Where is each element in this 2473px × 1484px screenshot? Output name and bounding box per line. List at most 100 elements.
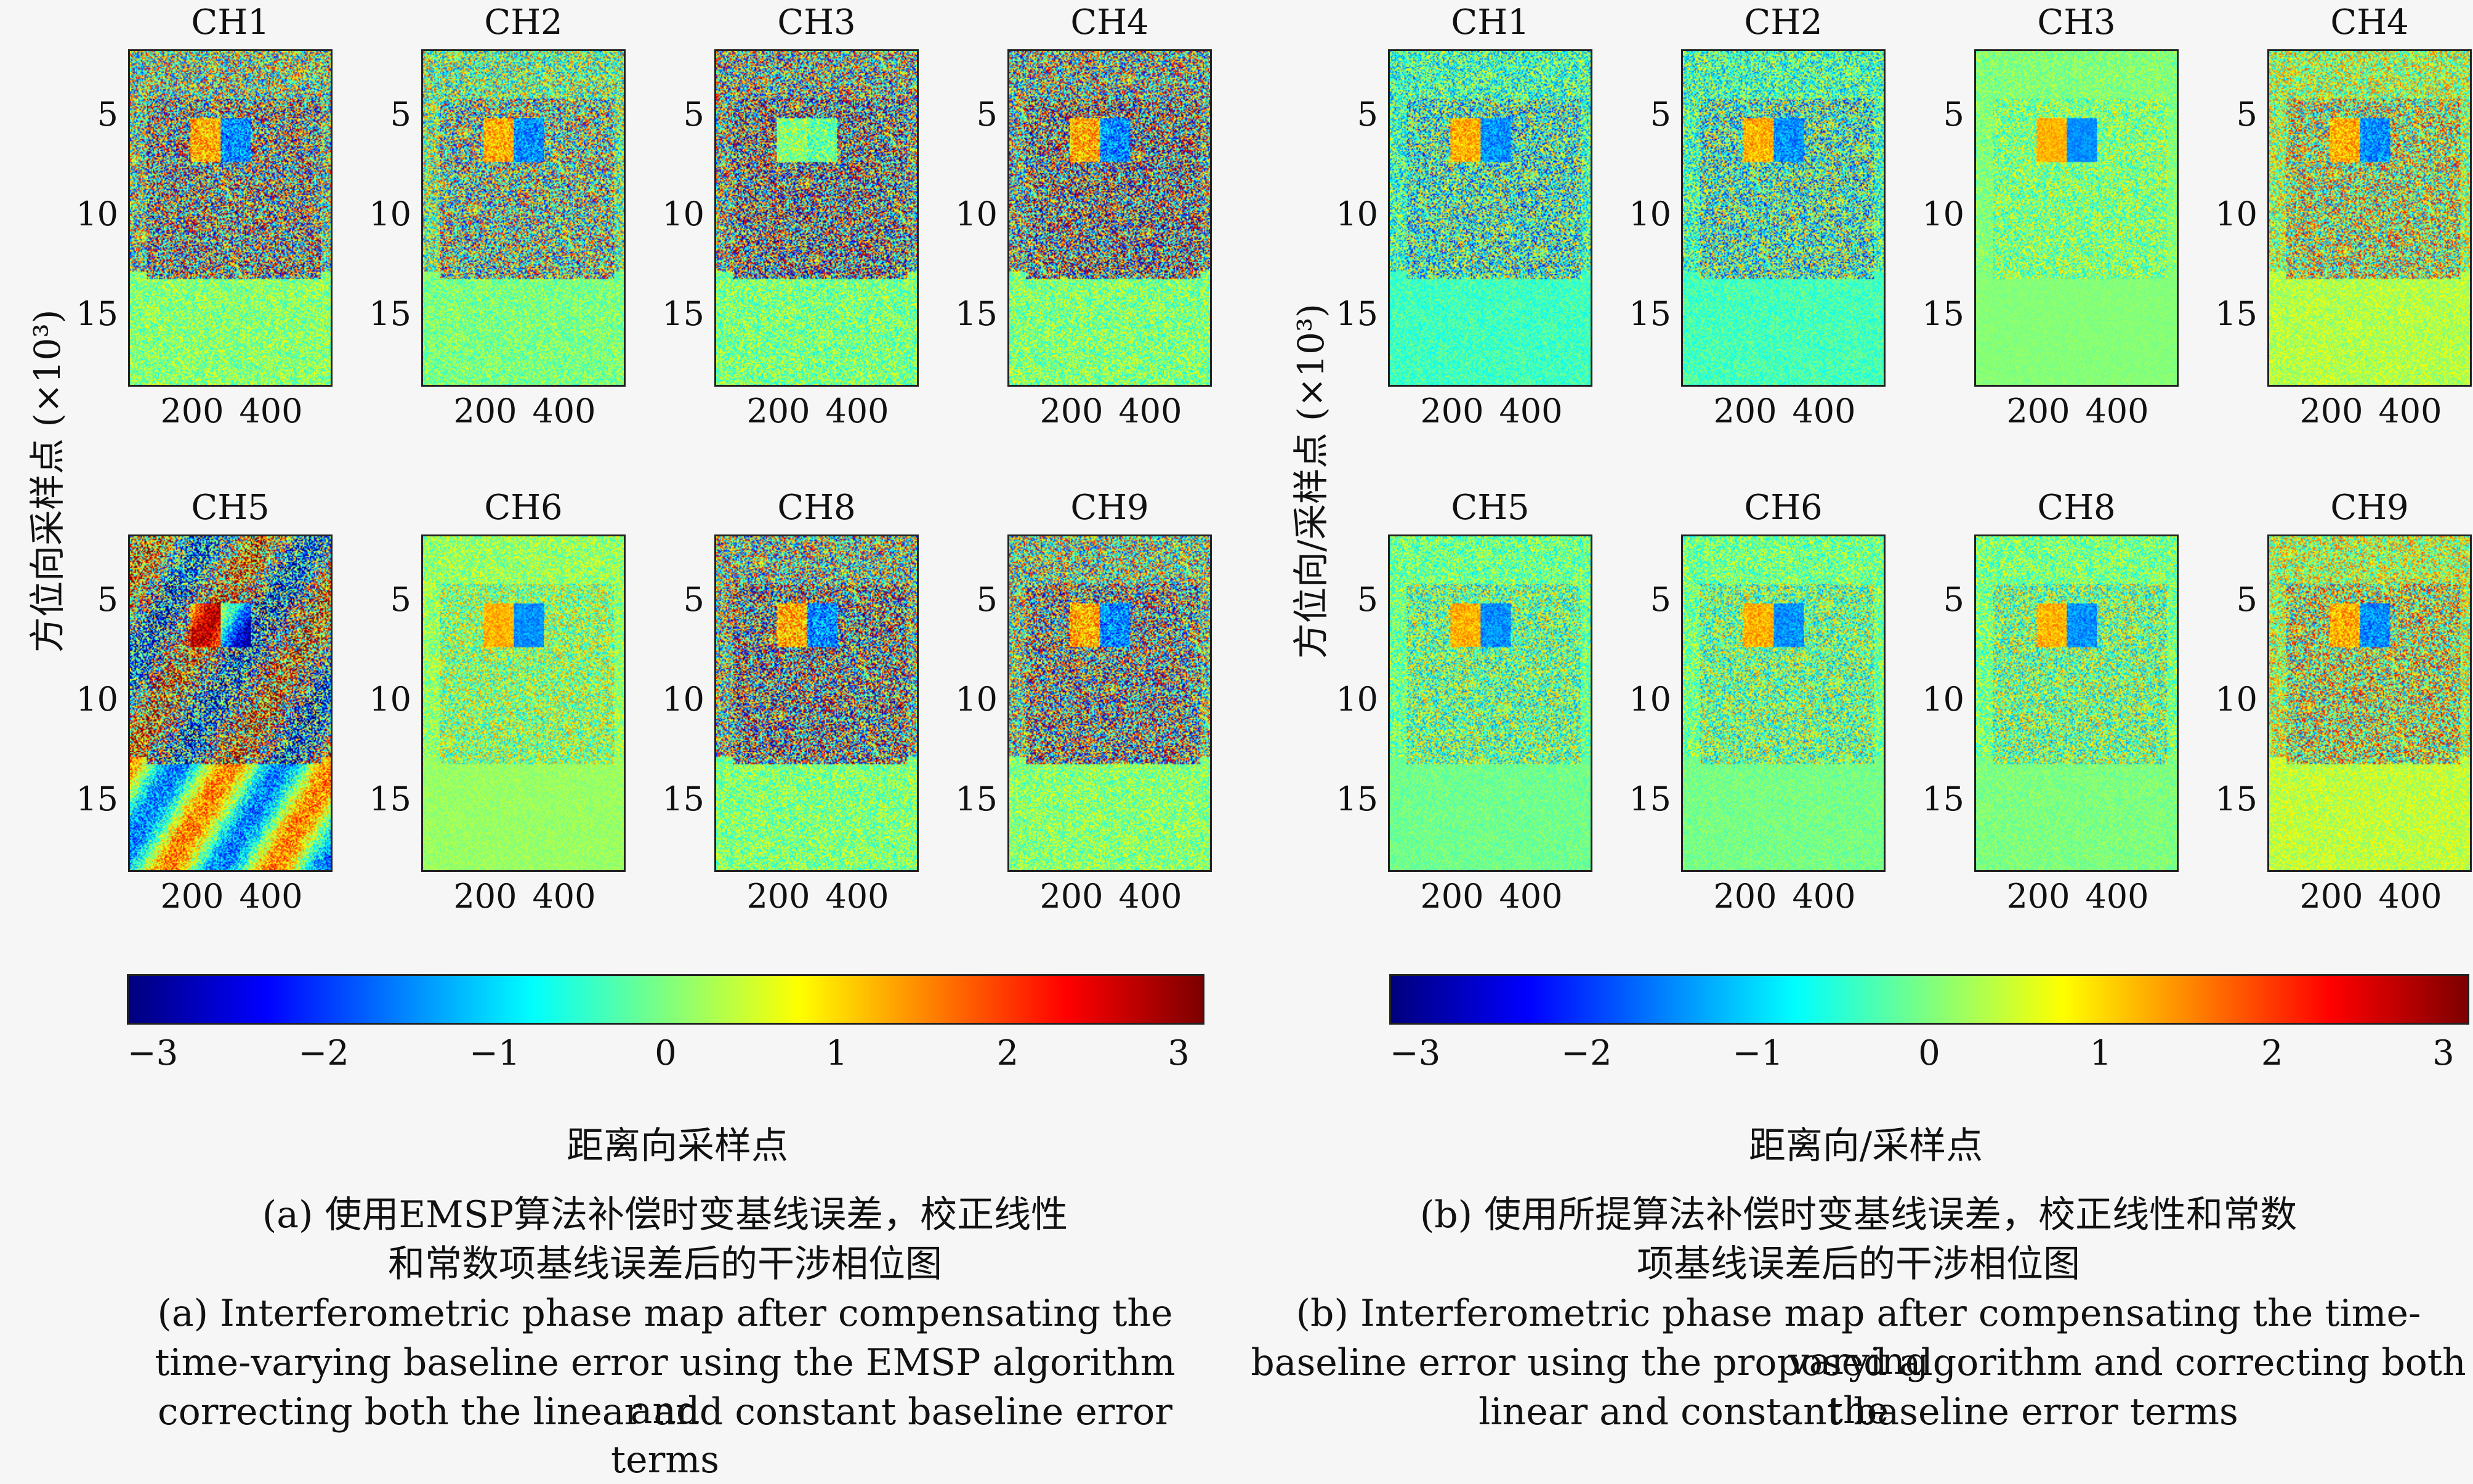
y-tick-label: 5 xyxy=(390,95,411,134)
y-axis-label: 方位向采样点 (×10³) xyxy=(26,309,68,653)
phase-map xyxy=(1007,49,1212,387)
phase-map-canvas xyxy=(1390,536,1591,870)
x-tick-label: 200 xyxy=(453,392,517,430)
x-tick-label: 200 xyxy=(746,392,810,430)
y-tick-label: 5 xyxy=(1943,95,1964,134)
y-tick-label: 10 xyxy=(955,195,998,233)
subplot-title: CH2 xyxy=(484,2,563,42)
phase-map xyxy=(714,49,919,387)
y-tick-label: 15 xyxy=(1336,294,1378,333)
phase-map xyxy=(1681,49,1886,387)
y-tick-label: 15 xyxy=(1336,780,1378,818)
colorbar-gradient xyxy=(129,976,1203,1023)
subplot-title: CH6 xyxy=(484,488,563,528)
x-tick-label: 400 xyxy=(1792,392,1856,430)
caption-line: baseline error using the proposed algori… xyxy=(1251,1341,2466,1432)
y-tick-label: 15 xyxy=(76,294,118,333)
y-tick-label: 5 xyxy=(976,580,998,619)
y-tick-label: 10 xyxy=(76,195,118,233)
x-tick-label: 200 xyxy=(2299,392,2363,430)
y-tick-label: 5 xyxy=(976,95,998,134)
y-tick-label: 5 xyxy=(1650,95,1671,134)
colorbar xyxy=(1389,974,2469,1025)
phase-map-canvas xyxy=(1976,51,2177,385)
y-tick-label: 10 xyxy=(955,680,998,719)
x-tick-label: 200 xyxy=(746,877,810,916)
y-tick-label: 5 xyxy=(1943,580,1964,619)
phase-map-canvas xyxy=(716,536,917,870)
phase-map xyxy=(128,49,333,387)
x-tick-label: 200 xyxy=(1420,392,1484,430)
x-axis-label: 距离向/采样点 xyxy=(1748,1124,1983,1167)
subplot-title: CH6 xyxy=(1744,488,1823,528)
y-tick-label: 10 xyxy=(2215,195,2257,233)
y-tick-label: 10 xyxy=(662,680,704,719)
x-tick-label: 200 xyxy=(1039,392,1103,430)
caption-line: linear and constant baseline error terms xyxy=(1479,1390,2238,1434)
phase-map xyxy=(714,534,919,872)
phase-map xyxy=(1681,534,1886,872)
y-tick-label: 10 xyxy=(1336,195,1378,233)
caption-line: time-varying baseline error using the EM… xyxy=(155,1341,1176,1432)
y-tick-label: 5 xyxy=(390,580,411,619)
phase-map xyxy=(1388,49,1592,387)
x-tick-label: 400 xyxy=(2085,392,2149,430)
x-tick-label: 400 xyxy=(532,877,596,916)
caption-line: (a) Interferometric phase map after comp… xyxy=(157,1292,1173,1335)
x-tick-label: 200 xyxy=(160,392,224,430)
y-tick-label: 10 xyxy=(1629,680,1671,719)
subplot-title: CH5 xyxy=(191,488,270,528)
y-tick-label: 10 xyxy=(369,195,411,233)
subplot-title: CH9 xyxy=(2330,488,2409,528)
y-tick-label: 15 xyxy=(369,780,411,818)
x-tick-label: 200 xyxy=(160,877,224,916)
subplot-title: CH2 xyxy=(1744,2,1823,42)
phase-map-canvas xyxy=(130,51,331,385)
y-tick-label: 10 xyxy=(1922,195,1964,233)
y-tick-label: 5 xyxy=(683,95,704,134)
phase-map xyxy=(1974,49,2179,387)
phase-map-canvas xyxy=(423,536,624,870)
y-tick-label: 5 xyxy=(1650,580,1671,619)
y-tick-label: 15 xyxy=(369,294,411,333)
y-tick-label: 5 xyxy=(2236,95,2257,134)
subplot-title: CH4 xyxy=(2330,2,2409,42)
y-tick-label: 10 xyxy=(76,680,118,719)
colorbar-tick-label: 2 xyxy=(2261,1033,2283,1073)
x-axis-label: 距离向采样点 xyxy=(567,1124,788,1167)
phase-map xyxy=(1007,534,1212,872)
phase-map xyxy=(1974,534,2179,872)
subplot-title: CH1 xyxy=(1451,2,1530,42)
caption-line: (b) 使用所提算法补偿时变基线误差，校正线性和常数 xyxy=(1419,1193,2298,1236)
x-tick-label: 400 xyxy=(825,877,889,916)
phase-map xyxy=(2267,534,2472,872)
y-tick-label: 15 xyxy=(1922,780,1964,818)
y-tick-label: 15 xyxy=(2215,780,2257,818)
x-tick-label: 200 xyxy=(1713,392,1777,430)
caption-line: 和常数项基线误差后的干涉相位图 xyxy=(388,1243,942,1286)
x-tick-label: 400 xyxy=(1792,877,1856,916)
colorbar-tick-label: 3 xyxy=(1168,1033,1190,1073)
x-tick-label: 400 xyxy=(1499,392,1563,430)
x-tick-label: 400 xyxy=(1499,877,1563,916)
y-tick-label: 15 xyxy=(955,294,998,333)
phase-map xyxy=(421,49,626,387)
y-tick-label: 5 xyxy=(97,95,118,134)
phase-map-canvas xyxy=(2269,51,2470,385)
subplot-title: CH3 xyxy=(777,2,856,42)
x-tick-label: 200 xyxy=(1420,877,1484,916)
colorbar-tick-label: −3 xyxy=(127,1033,179,1073)
colorbar-tick-label: 0 xyxy=(655,1033,677,1073)
colorbar-tick-label: −1 xyxy=(1732,1033,1783,1073)
colorbar-tick-label: −2 xyxy=(298,1033,349,1073)
colorbar-tick-label: −3 xyxy=(1389,1033,1441,1073)
subplot-title: CH9 xyxy=(1070,488,1149,528)
y-tick-label: 15 xyxy=(662,780,704,818)
subplot-title: CH8 xyxy=(2037,488,2116,528)
x-tick-label: 200 xyxy=(453,877,517,916)
phase-map-canvas xyxy=(2269,536,2470,870)
subplot-title: CH8 xyxy=(777,488,856,528)
y-axis-label: 方位向/采样点 (×10³) xyxy=(1290,304,1332,659)
x-tick-label: 400 xyxy=(532,392,596,430)
y-tick-label: 5 xyxy=(1357,580,1378,619)
